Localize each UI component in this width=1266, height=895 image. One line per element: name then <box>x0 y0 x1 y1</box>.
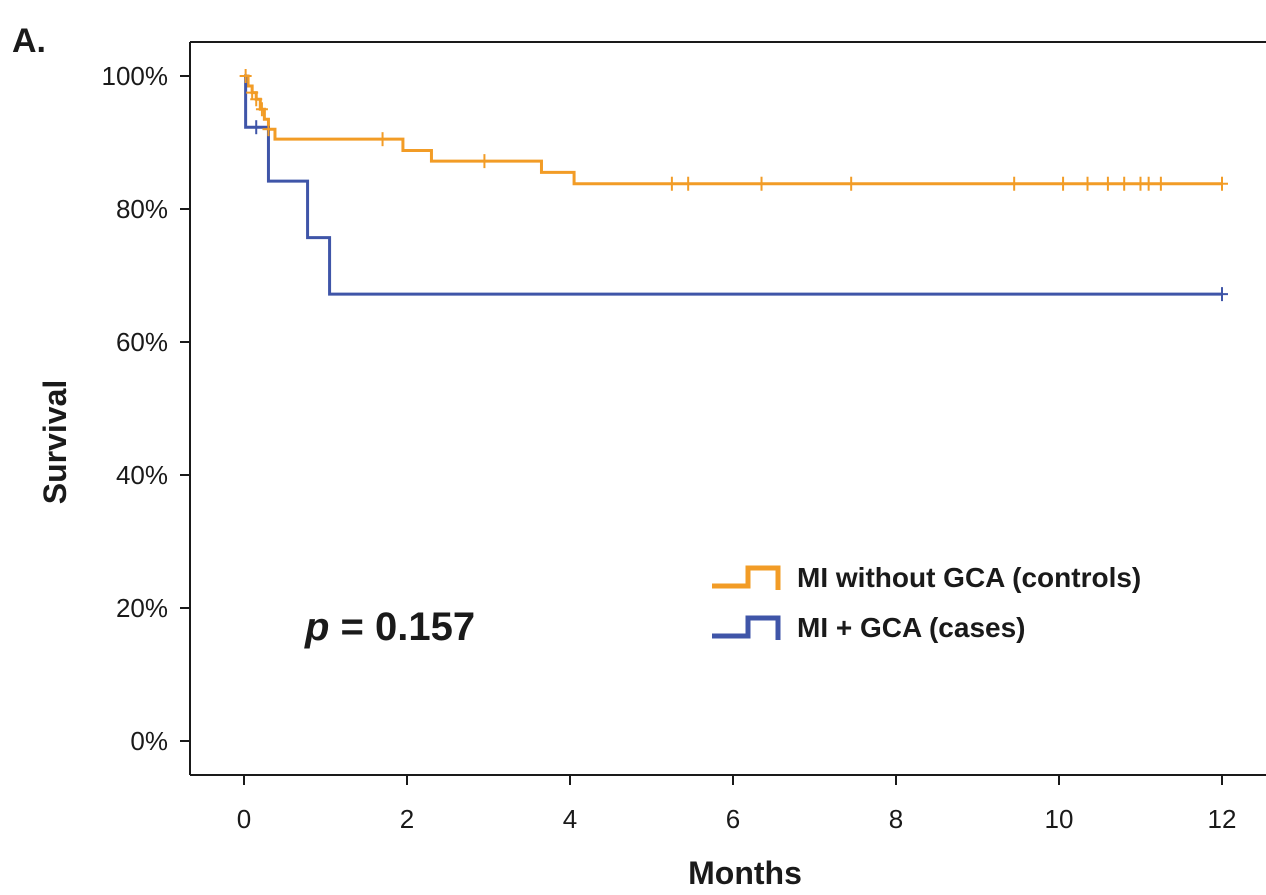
p-value-text: = 0.157 <box>329 605 475 649</box>
x-tick-label: 12 <box>1208 804 1237 834</box>
legend-label-cases: MI + GCA (cases) <box>797 612 1025 643</box>
x-tick-label: 6 <box>726 804 740 834</box>
x-axis-ticks: 0 2 4 6 8 10 12 <box>237 775 1237 834</box>
y-tick-label: 60% <box>116 327 168 357</box>
legend-swatch-cases <box>712 615 781 640</box>
y-axis-title: Survival <box>37 380 73 505</box>
series-line-1 <box>244 74 1222 296</box>
x-tick-label: 2 <box>400 804 414 834</box>
series-line-0 <box>244 74 1222 186</box>
x-tick-label: 4 <box>563 804 577 834</box>
censor-marks-layer <box>239 69 1228 302</box>
legend: MI without GCA (controls) MI + GCA (case… <box>712 562 1141 643</box>
y-tick-label: 0% <box>130 726 168 756</box>
y-axis-ticks: 0% 20% 40% 60% 80% 100% <box>102 61 190 756</box>
p-value-annotation: p = 0.157 <box>304 605 475 649</box>
legend-label-controls: MI without GCA (controls) <box>797 562 1141 593</box>
x-tick-label: 0 <box>237 804 251 834</box>
x-tick-label: 10 <box>1045 804 1074 834</box>
panel-label: A. <box>12 22 46 60</box>
x-axis-title: Months <box>688 855 802 891</box>
p-value-symbol: p <box>304 605 329 649</box>
y-tick-label: 40% <box>116 460 168 490</box>
y-tick-label: 20% <box>116 593 168 623</box>
y-tick-label: 80% <box>116 194 168 224</box>
y-tick-label: 100% <box>102 61 169 91</box>
x-tick-label: 8 <box>889 804 903 834</box>
legend-swatch-controls <box>712 565 781 590</box>
series-layer <box>244 74 1222 296</box>
